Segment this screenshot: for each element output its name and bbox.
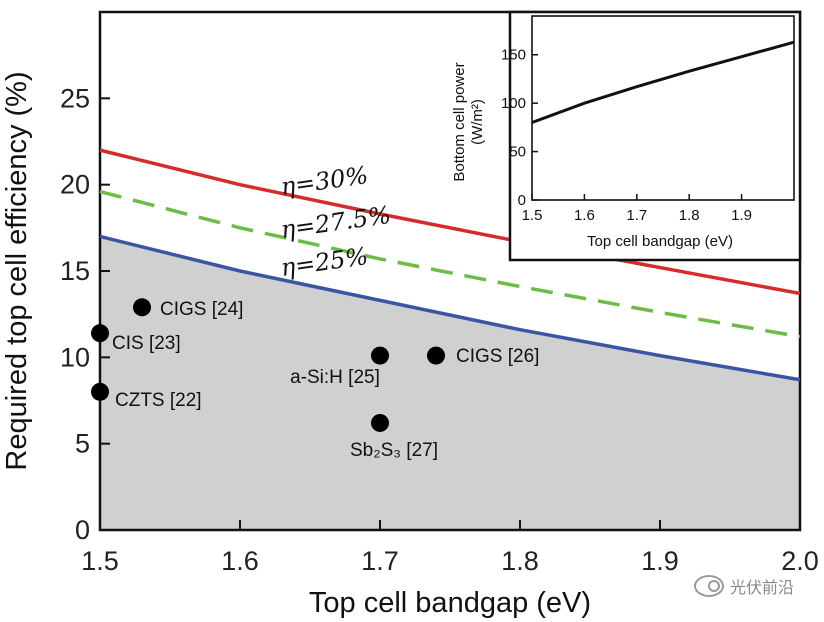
inset-chart: 0 50 100 150 1.5 1.6 1.7 1.8 1.9 Top cell bandg…	[451, 10, 802, 262]
series-lines	[99, 148, 801, 382]
point-label-cis: CIS [23]	[112, 333, 181, 354]
inset-y-tick-label: 150	[501, 47, 526, 64]
y-tick-label: 5	[75, 429, 90, 459]
y-tick-label: 15	[60, 256, 90, 286]
x-axis-label: Top cell bandgap (eV)	[309, 587, 591, 619]
x-ticks: 1.5 1.6 1.7 1.8 1.9 2.0	[81, 520, 819, 576]
inset-y-ticks: 0 50 100 150	[501, 47, 538, 209]
inset-x-tick-label: 1.9	[731, 207, 752, 224]
inset-x-axis-label: Top cell bandgap (eV)	[587, 233, 733, 250]
inset-plot-frame	[531, 15, 795, 201]
label-eta-30: η=30%	[279, 161, 370, 201]
y-tick-label: 25	[60, 83, 90, 113]
data-point-0	[91, 324, 109, 343]
y-tick-label: 10	[60, 342, 90, 372]
inset-y-axis-unit: (W/m²)	[469, 99, 486, 145]
inset-series-line	[531, 40, 795, 124]
x-tick-label: 1.9	[641, 546, 679, 576]
point-label-sb2s3: Sb₂S₃ [27]	[350, 440, 438, 461]
x-tick-label: 1.6	[221, 546, 259, 576]
shaded-region	[100, 236, 800, 530]
y-axis-label: Required top cell efficiency (%)	[1, 71, 33, 470]
point-label-czts: CZTS [22]	[115, 390, 202, 411]
inset-x-tick-label: 1.6	[574, 207, 595, 224]
series-line-1	[99, 189, 801, 339]
series-line-2	[99, 234, 801, 382]
point-label-cigs-24: CIGS [24]	[160, 299, 243, 320]
wechat-icon	[693, 575, 724, 597]
inset-y-tick-label: 100	[501, 95, 526, 112]
x-tick-label: 1.8	[501, 546, 539, 576]
data-point-5	[371, 413, 389, 432]
data-point-1	[91, 382, 109, 401]
label-eta-25: η=25%	[279, 242, 370, 282]
inset-x-ticks: 1.5 1.6 1.7 1.8 1.9	[522, 194, 752, 224]
inset-x-tick-label: 1.5	[522, 207, 543, 224]
data-points	[91, 298, 445, 432]
x-tick-label: 2.0	[781, 546, 819, 576]
watermark: 光伏前沿	[693, 574, 794, 598]
data-point-3	[371, 346, 389, 365]
inset-x-tick-label: 1.8	[679, 207, 700, 224]
inset-y-axis-label: Bottom cell power	[451, 62, 468, 181]
inset-y-tick-label: 0	[518, 192, 526, 209]
watermark-text: 光伏前沿	[729, 578, 794, 597]
x-tick-label: 1.5	[81, 546, 119, 576]
inset-y-tick-label: 50	[509, 144, 526, 161]
label-eta-27-5: η=27.5%	[279, 201, 393, 244]
series-line-0	[99, 148, 801, 296]
point-label-asih: a-Si:H [25]	[290, 367, 380, 388]
point-label-cigs-26: CIGS [26]	[456, 346, 539, 367]
y-ticks: 0 5 10 15 20 25	[60, 83, 110, 545]
y-tick-label: 20	[60, 170, 90, 200]
data-point-2	[133, 298, 151, 317]
x-tick-label: 1.7	[361, 546, 399, 576]
data-point-4	[427, 346, 445, 365]
y-tick-label: 0	[75, 515, 90, 545]
inset-x-tick-label: 1.7	[626, 207, 647, 224]
